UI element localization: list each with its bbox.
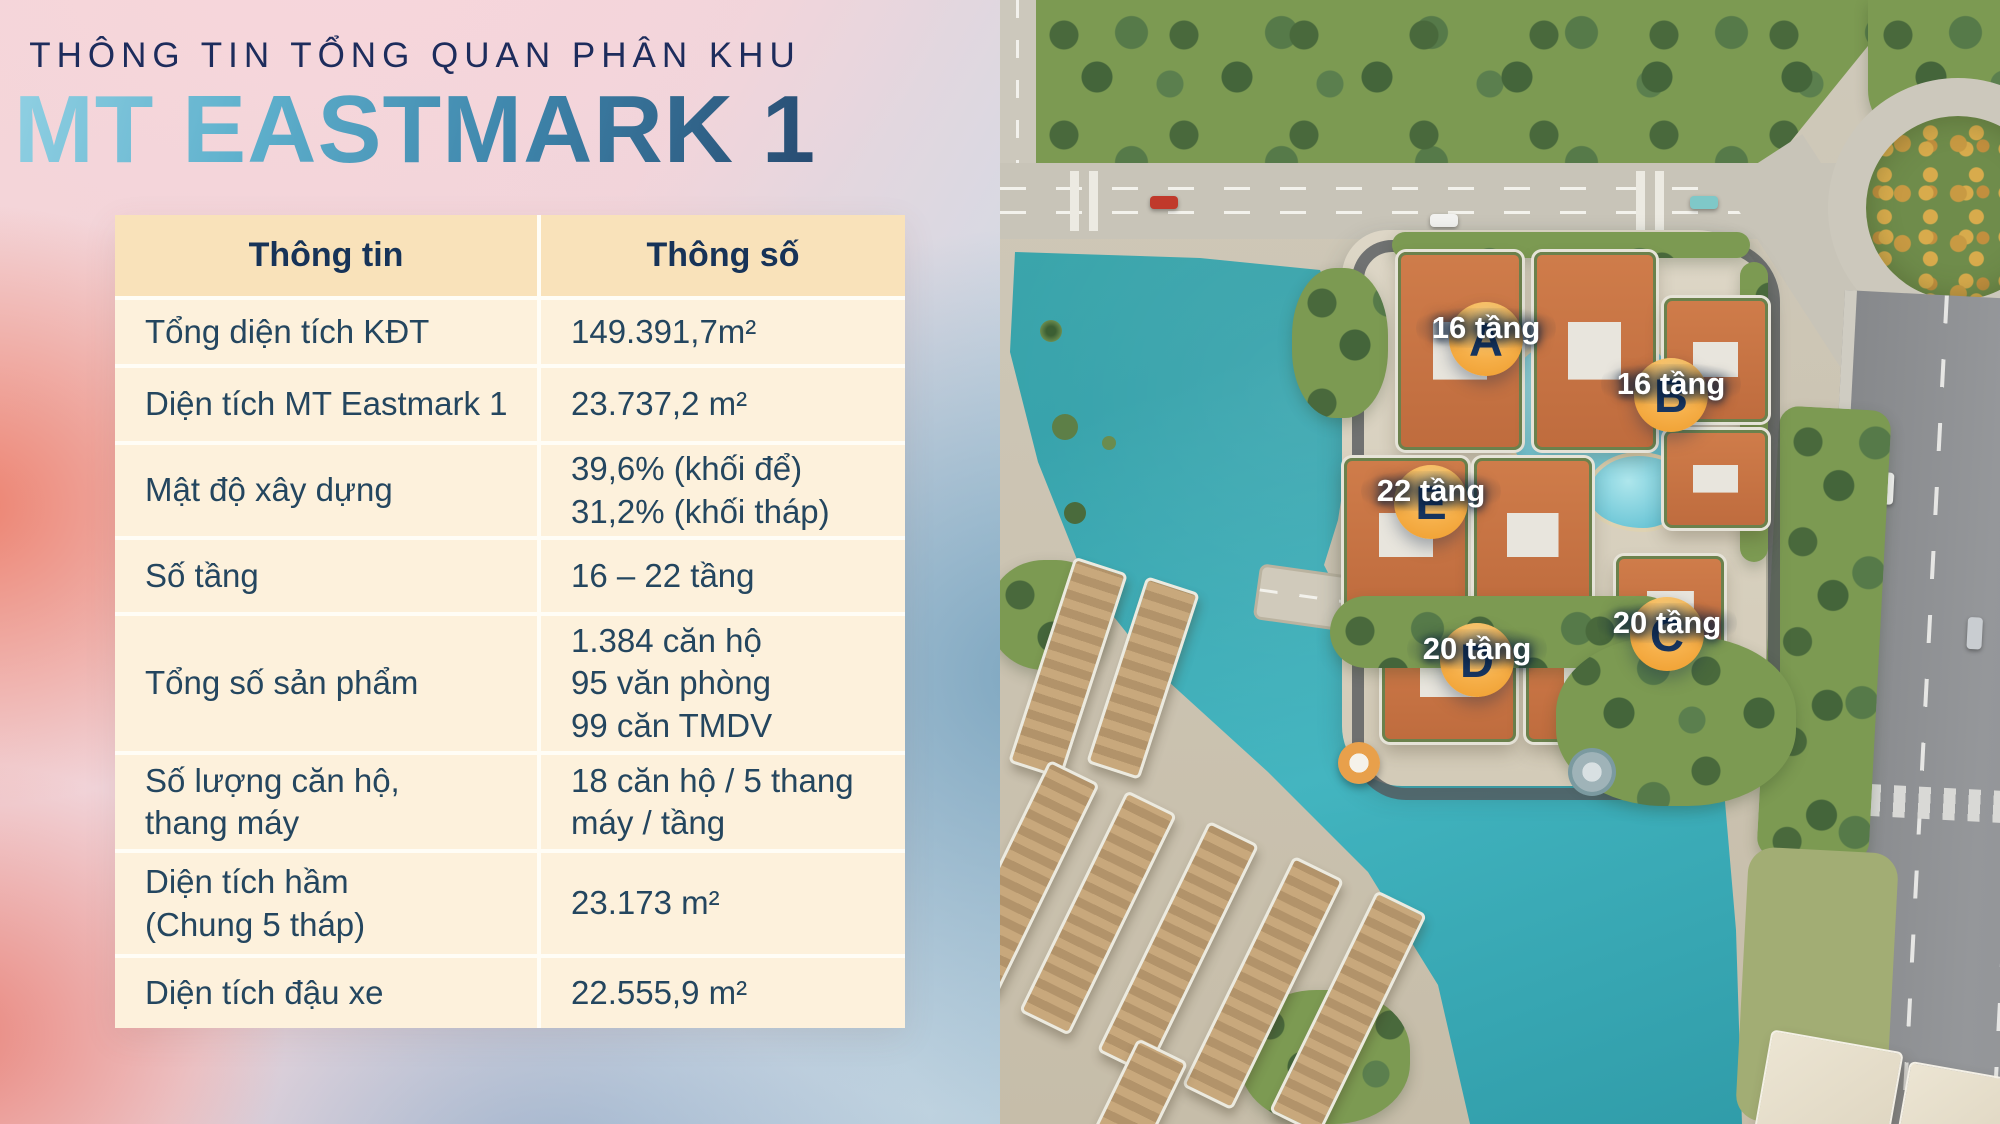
lane-line [1000,211,2000,214]
site-map: A 16 tầng B 16 tầng E 22 tầng C 20 tầng … [1000,0,2000,1124]
row-value: 18 căn hộ / 5 thang máy / tầng [541,755,905,849]
highway-lane-line [1983,299,2000,1124]
row-label: Số lượng căn hộ, thang máy [115,755,537,849]
shore-trees [1292,268,1388,418]
beach-parasol [1338,742,1380,784]
round-fountain [1568,748,1616,796]
lane-line [1000,187,2000,190]
row-label: Tổng diện tích KĐT [115,300,537,364]
car [1966,616,1984,650]
tower-floors-label: 22 tầng [1360,471,1502,511]
crosswalk [1636,171,1670,231]
row-value: 23.173 m² [541,853,905,954]
car [1430,214,1458,227]
highway-lane-line [1893,295,1949,1124]
row-label: Diện tích MT Eastmark 1 [115,368,537,441]
car [1690,196,1718,209]
tower-a-block [1534,252,1656,450]
row-value: 149.391,7m² [541,300,905,364]
page-subtitle: THÔNG TIN TỔNG QUAN PHÂN KHU [29,36,801,75]
info-panel: THÔNG TIN TỔNG QUAN PHÂN KHU MT EASTMARK… [0,0,1000,1124]
tower-floors-label: 20 tầng [1406,629,1548,669]
crosswalk [1070,171,1104,231]
row-value: 16 – 22 tầng [541,540,905,612]
palm-trees [1040,320,1062,342]
row-label: Tổng số sản phẩm [115,616,537,751]
row-value: 1.384 căn hộ 95 văn phòng 99 căn TMDV [541,616,905,751]
park-trees [1034,0,1906,163]
tower-floors-label: 16 tầng [1600,364,1742,404]
row-label: Mật độ xây dựng [115,445,537,536]
row-value: 22.555,9 m² [541,958,905,1028]
car [1150,196,1178,209]
row-value: 23.737,2 m² [541,368,905,441]
info-table: Thông tin Thông số Tổng diện tích KĐT 14… [115,215,905,1028]
tower-floors-label: 20 tầng [1596,603,1738,643]
row-label: Số tầng [115,540,537,612]
tower-b-block [1664,430,1768,528]
tower-floors-label: 16 tầng [1415,308,1557,348]
row-value: 39,6% (khối để) 31,2% (khối tháp) [541,445,905,536]
page-title: MT EASTMARK 1 [0,82,830,178]
column-header-value: Thông số [541,215,905,296]
row-label: Diện tích đậu xe [115,958,537,1028]
column-header-info: Thông tin [115,215,537,296]
row-label: Diện tích hầm (Chung 5 tháp) [115,853,537,954]
title-block: THÔNG TIN TỔNG QUAN PHÂN KHU MT EASTMARK… [0,36,830,178]
